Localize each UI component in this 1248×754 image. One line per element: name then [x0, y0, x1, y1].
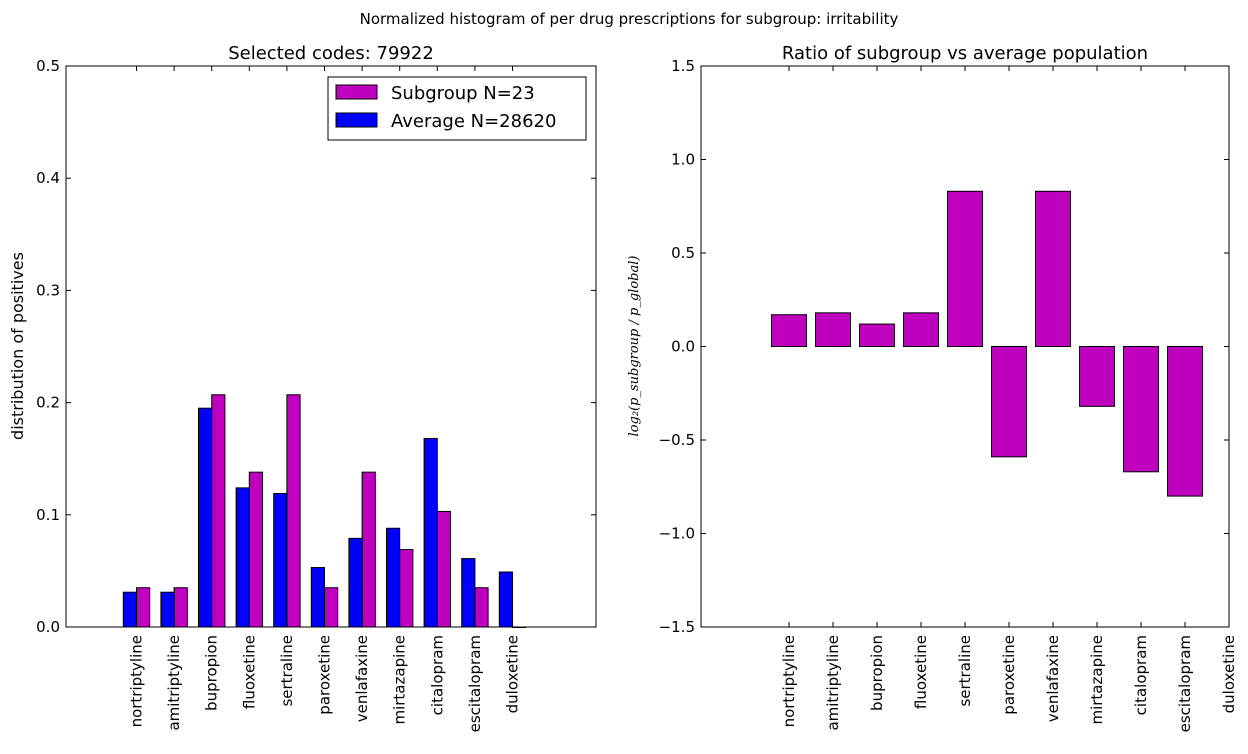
- left-xtick-label: fluoxetine: [240, 635, 258, 709]
- left-ytick-label: 0.2: [36, 394, 60, 412]
- bar-subgroup-venlafaxine: [361, 471, 376, 628]
- legend: Subgroup N=23 Average N=28620: [327, 76, 587, 141]
- right-xtick-label: escitalopram: [1176, 635, 1194, 732]
- ratio-bar-nortriptyline: [771, 314, 807, 347]
- right-xtick-label: amitriptyline: [824, 635, 842, 731]
- left-ytick-label: 0.5: [36, 57, 60, 75]
- right-xtick-label: mirtazapine: [1088, 635, 1106, 725]
- left-ytick-label: 0.1: [36, 506, 60, 524]
- left-chart-ticks: nortriptyline amitriptyline bupropion fluox…: [36, 57, 596, 732]
- left-xtick-label: duloxetine: [504, 635, 522, 713]
- right-xtick-label: sertraline: [956, 635, 974, 707]
- right-xtick-label: citalopram: [1132, 635, 1150, 715]
- bar-average-duloxetine: [498, 571, 513, 628]
- bar-subgroup-fluoxetine: [248, 471, 264, 628]
- bar-subgroup-amitriptyline: [173, 587, 188, 628]
- ratio-bar-citalopram: [1123, 346, 1159, 473]
- right-ytick-label: 0.0: [671, 338, 695, 356]
- bar-average-nortriptyline: [122, 591, 138, 628]
- ratio-bar-paroxetine: [991, 346, 1027, 458]
- right-xtick-label: venlafaxine: [1044, 635, 1062, 722]
- ratio-bar-bupropion: [859, 323, 895, 347]
- legend-label-average: Average N=28620: [391, 111, 556, 132]
- left-xtick-label: paroxetine: [316, 635, 334, 715]
- right-xtick-label: duloxetine: [1220, 635, 1238, 713]
- ratio-bar-sertraline: [947, 190, 983, 347]
- left-xtick-label: escitalopram: [466, 635, 484, 732]
- right-ytick-label: −1.5: [659, 618, 695, 636]
- right-ytick-label: 0.5: [671, 244, 695, 262]
- right-xtick-label: nortriptyline: [780, 635, 798, 727]
- bar-subgroup-sertraline: [286, 394, 301, 628]
- bar-subgroup-escitalopram: [474, 587, 489, 628]
- bar-average-venlafaxine: [348, 537, 363, 628]
- bar-average-amitriptyline: [160, 591, 175, 628]
- right-ytick-label: −1.0: [659, 525, 695, 543]
- right-xtick-label: bupropion: [868, 635, 886, 711]
- right-chart: Ratio of subgroup vs average population …: [627, 43, 1238, 732]
- right-chart-title: Ratio of subgroup vs average population: [782, 43, 1148, 64]
- bar-average-escitalopram: [461, 558, 476, 628]
- figure-suptitle: Normalized histogram of per drug prescri…: [360, 10, 899, 28]
- left-chart-frame: [65, 65, 597, 628]
- left-chart: Selected codes: 79922 nortriptyline amitr…: [8, 43, 597, 732]
- ratio-bar-venlafaxine: [1035, 190, 1071, 347]
- right-xtick-label: fluoxetine: [912, 635, 930, 709]
- left-xtick-label: sertraline: [278, 635, 296, 707]
- legend-swatch-average: [335, 112, 378, 128]
- left-xtick-label: venlafaxine: [353, 635, 371, 722]
- ratio-bar-mirtazapine: [1079, 346, 1115, 407]
- right-ytick-label: 1.5: [671, 57, 695, 75]
- left-xtick-label: bupropion: [203, 635, 221, 711]
- right-chart-ticks: nortriptyline amitriptyline bupropion fluox…: [659, 57, 1238, 732]
- legend-label-subgroup: Subgroup N=23: [391, 83, 535, 104]
- left-xtick-label: mirtazapine: [391, 635, 409, 725]
- bar-subgroup-nortriptyline: [136, 587, 151, 628]
- left-ytick-label: 0.4: [36, 169, 60, 187]
- left-xtick-label: nortriptyline: [128, 635, 146, 727]
- left-chart-title: Selected codes: 79922: [228, 43, 434, 64]
- bar-subgroup-bupropion: [211, 394, 226, 628]
- right-xtick-label: paroxetine: [1000, 635, 1018, 715]
- bar-subgroup-mirtazapine: [399, 549, 414, 628]
- bar-average-mirtazapine: [386, 527, 401, 628]
- right-chart-bars: [771, 190, 1203, 497]
- right-chart-ylabel: log₂(p_subgroup / p_global): [627, 256, 642, 437]
- left-xtick-label: citalopram: [428, 635, 446, 715]
- ratio-bar-fluoxetine: [903, 312, 939, 347]
- bar-average-sertraline: [273, 492, 288, 628]
- left-ytick-label: 0.3: [36, 281, 60, 299]
- right-ytick-label: 1.0: [671, 151, 695, 169]
- bar-average-fluoxetine: [235, 487, 250, 628]
- bar-average-paroxetine: [310, 567, 325, 628]
- left-xtick-label: amitriptyline: [165, 635, 183, 731]
- ratio-bar-escitalopram: [1167, 346, 1203, 497]
- ratio-bar-amitriptyline: [815, 312, 851, 347]
- left-ytick-label: 0.0: [36, 618, 60, 636]
- right-ytick-label: −0.5: [659, 431, 695, 449]
- legend-box: [327, 76, 587, 141]
- left-chart-ylabel: distribution of positives: [8, 252, 27, 440]
- bar-average-citalopram: [423, 438, 438, 628]
- left-chart-bars: [122, 394, 527, 628]
- bar-subgroup-paroxetine: [324, 587, 339, 628]
- legend-swatch-subgroup: [335, 84, 378, 100]
- bar-subgroup-citalopram: [436, 510, 451, 628]
- bar-average-bupropion: [198, 407, 213, 628]
